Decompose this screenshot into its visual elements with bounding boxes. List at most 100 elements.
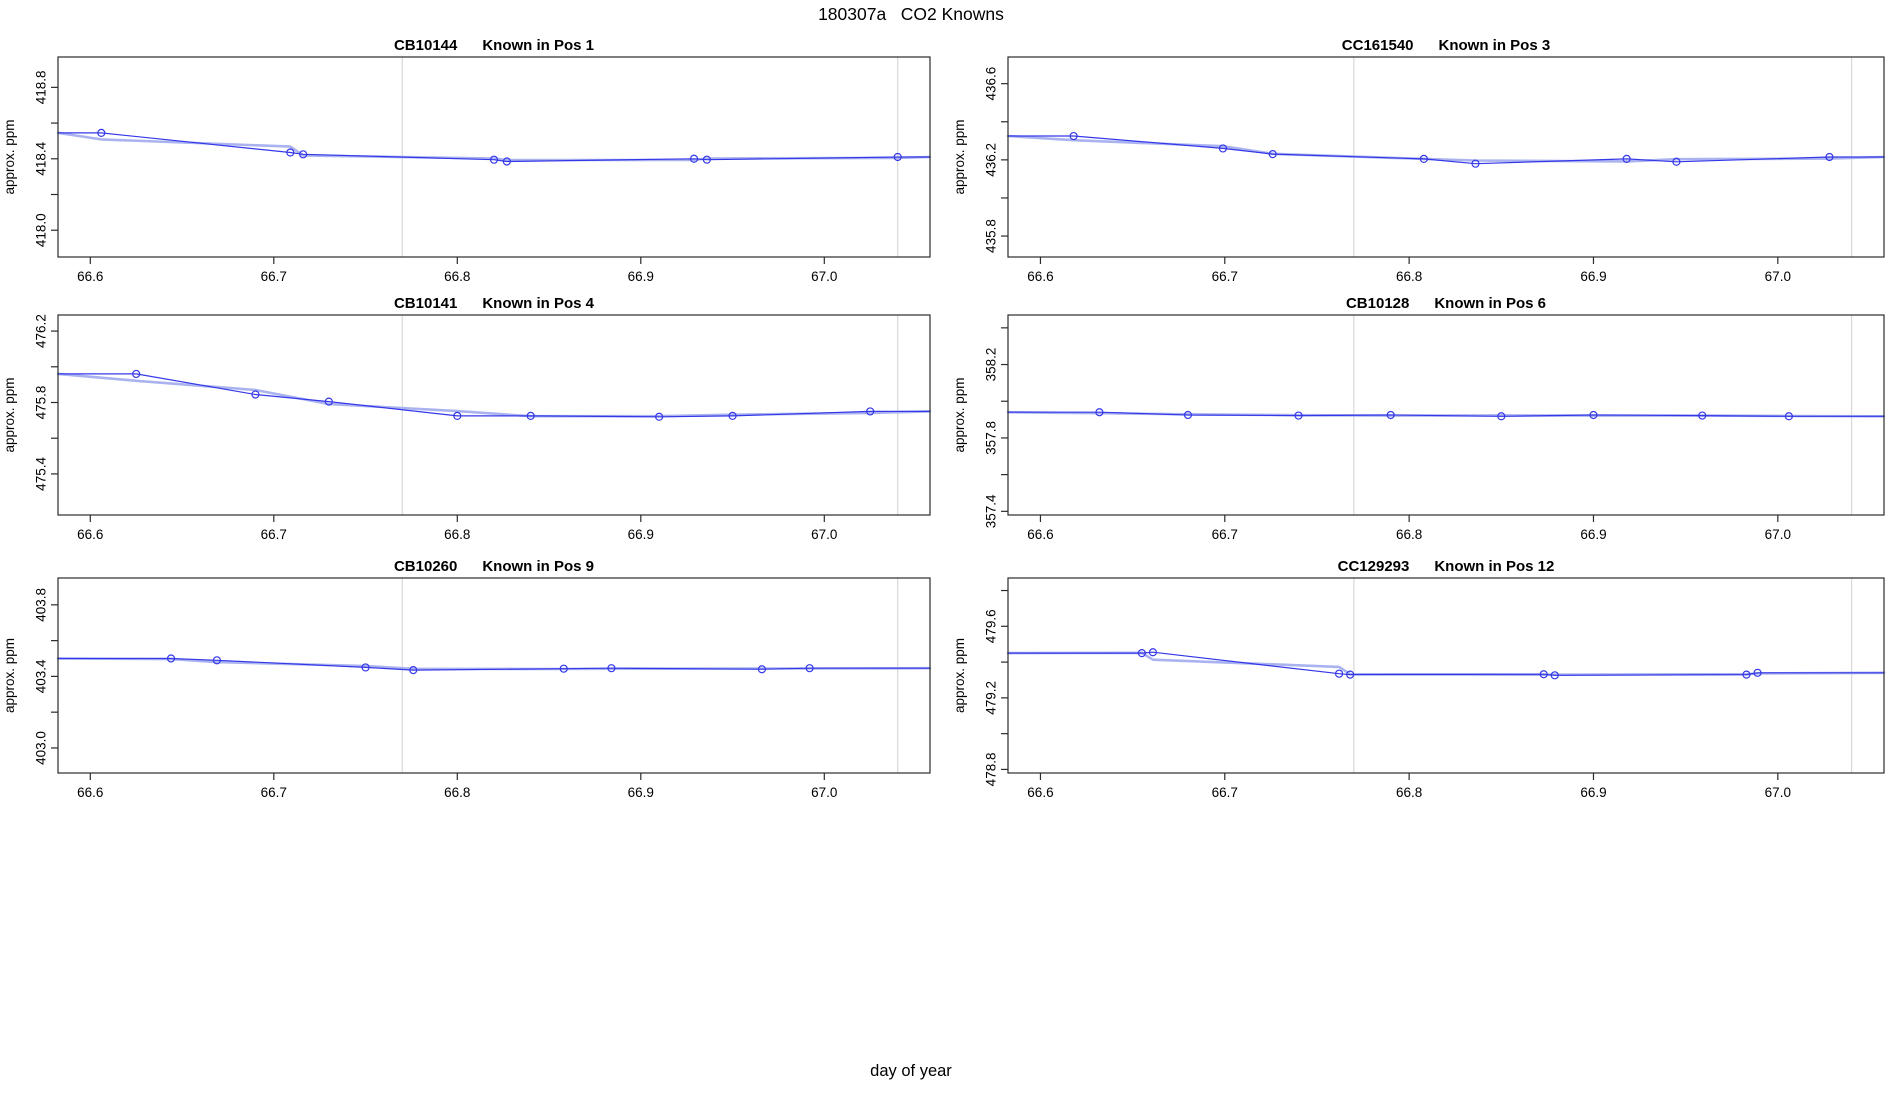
plot-box — [1007, 314, 1885, 516]
data-point — [1148, 648, 1157, 657]
data-point — [502, 157, 511, 166]
trend-line — [58, 657, 930, 671]
data-point — [702, 155, 711, 164]
y-tick-label: 475.8 — [34, 386, 49, 420]
trend-line — [1008, 651, 1884, 676]
x-tick-label: 66.6 — [77, 269, 103, 284]
y-tick-label: 436.6 — [984, 67, 999, 101]
x-tick-label: 66.7 — [1212, 785, 1238, 800]
y-tick-label: 418.8 — [34, 70, 49, 104]
y-axis-label: approx. ppm — [2, 377, 17, 452]
x-tick-label: 66.7 — [261, 269, 287, 284]
panel-title: CB10144 Known in Pos 1 — [394, 37, 594, 54]
x-tick-label: 67.0 — [811, 785, 837, 800]
data-point — [1698, 411, 1707, 420]
data-point — [1784, 412, 1793, 421]
panel-title: CB10141 Known in Pos 4 — [394, 295, 595, 312]
plot-box — [1007, 56, 1885, 258]
y-tick-label: 357.4 — [984, 494, 999, 528]
x-tick-label: 66.9 — [1580, 785, 1606, 800]
data-point — [866, 407, 875, 416]
data-point — [299, 150, 308, 159]
x-tick-label: 66.9 — [628, 785, 654, 800]
x-tick-label: 66.9 — [1580, 269, 1606, 284]
data-point — [212, 656, 222, 665]
data-point — [1497, 412, 1506, 421]
data-point — [1550, 671, 1559, 680]
data-point — [324, 397, 333, 406]
data-point — [1137, 649, 1146, 658]
data-point — [1672, 157, 1681, 166]
trend-line-smooth — [56, 372, 932, 418]
x-tick-label: 66.8 — [444, 527, 470, 542]
y-axis-label: approx. ppm — [952, 377, 967, 452]
y-tick-label: 479.6 — [984, 609, 999, 643]
y-tick-label: 478.8 — [984, 753, 999, 787]
data-point — [286, 148, 295, 157]
x-tick-label: 66.8 — [1396, 269, 1422, 284]
data-point — [1095, 408, 1104, 417]
plot-box — [57, 56, 931, 258]
y-tick-label: 358.2 — [984, 348, 999, 382]
y-tick-label: 403.4 — [34, 659, 49, 693]
y-tick-label: 479.2 — [984, 681, 999, 715]
data-point — [1471, 159, 1480, 168]
x-tick-label: 66.6 — [77, 785, 103, 800]
figure-title: 180307a CO2 Knowns — [818, 4, 1004, 24]
trend-line — [1008, 411, 1884, 417]
x-tick-label: 66.7 — [1212, 269, 1238, 284]
x-tick-label: 67.0 — [811, 527, 837, 542]
trend-line — [58, 373, 930, 418]
data-point — [526, 411, 535, 420]
x-tick-label: 67.0 — [1765, 269, 1791, 284]
x-tick-label: 67.0 — [1765, 527, 1791, 542]
y-tick-label: 403.0 — [34, 731, 49, 765]
x-tick-label: 67.0 — [1765, 785, 1791, 800]
data-point — [453, 411, 462, 420]
plot-panel: 66.6 66.7 66.8 66.9 67.0 403.0 403.4 403.8 appro… — [2, 558, 932, 800]
x-tick-label: 66.9 — [1580, 527, 1606, 542]
trend-line-smooth — [56, 657, 932, 671]
data-point — [728, 411, 737, 420]
panel-title: CC129293 Known in Pos 12 — [1338, 558, 1555, 575]
data-point — [1294, 411, 1303, 420]
y-tick-label: 476.2 — [34, 314, 49, 348]
plot-panel: 66.6 66.7 66.8 66.9 67.0 475.4 475.8 476.2 appro… — [2, 295, 932, 542]
y-tick-label: 436.2 — [984, 143, 999, 177]
data-point — [1218, 144, 1228, 153]
plot-panel: 66.6 66.7 66.8 66.9 67.0 418.0 418.4 418.8 appro… — [2, 37, 932, 284]
plot-box — [1007, 577, 1885, 774]
y-tick-label: 475.4 — [34, 457, 49, 491]
y-axis-label: approx. ppm — [2, 119, 17, 194]
data-point — [559, 664, 568, 673]
x-tick-label: 66.6 — [1027, 785, 1053, 800]
data-point — [1346, 670, 1355, 679]
data-point — [1742, 670, 1751, 679]
plot-panel: 66.6 66.7 66.8 66.9 67.0 435.8 436.2 436.6 appro… — [952, 37, 1886, 284]
panel-title: CC161540 Known in Pos 3 — [1342, 37, 1550, 54]
x-tick-label: 66.7 — [1212, 527, 1238, 542]
data-point — [1825, 152, 1834, 162]
data-point — [757, 665, 767, 674]
data-point — [132, 369, 141, 379]
data-point — [1539, 670, 1548, 679]
y-tick-label: 435.8 — [984, 219, 999, 253]
y-tick-label: 403.8 — [34, 588, 49, 622]
x-tick-label: 66.9 — [628, 269, 654, 284]
trend-line — [1008, 135, 1884, 165]
y-tick-label: 357.8 — [984, 421, 999, 455]
plot-panel: 66.6 66.7 66.8 66.9 67.0 478.8 479.2 479.6 appro… — [952, 558, 1886, 800]
data-point — [251, 390, 260, 399]
x-tick-label: 66.6 — [77, 527, 103, 542]
y-axis-label: approx. ppm — [2, 638, 17, 713]
panel-title: CB10260 Known in Pos 9 — [394, 558, 594, 575]
data-point — [1334, 669, 1344, 678]
data-point — [805, 664, 814, 673]
x-tick-label: 66.8 — [444, 269, 470, 284]
data-point — [1419, 154, 1428, 164]
x-axis-figure-label: day of year — [870, 1062, 952, 1080]
x-tick-label: 66.6 — [1027, 527, 1053, 542]
x-tick-label: 66.6 — [1027, 269, 1053, 284]
y-axis-label: approx. ppm — [952, 638, 967, 713]
